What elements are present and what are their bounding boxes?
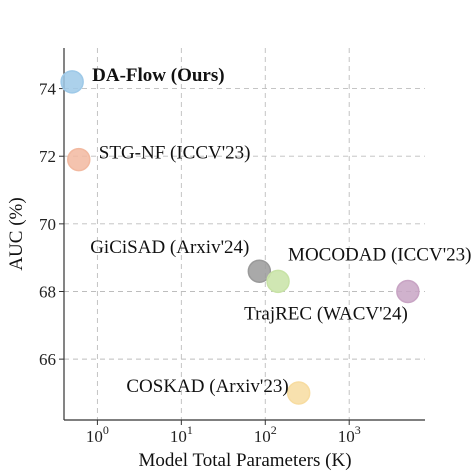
point-label: TrajREC (WACV'24) — [244, 303, 408, 324]
x-tick-label: 101 — [170, 423, 193, 446]
x-tick-label: 103 — [338, 423, 361, 446]
ticks: 66 68 70 72 74 100 101 102 103 — [39, 80, 361, 446]
axes — [63, 48, 425, 421]
point-labels: DA-Flow (Ours) STG-NF (ICCV'23) GiCiSAD (A… — [90, 65, 471, 397]
data-point — [60, 70, 84, 94]
y-tick-label: 66 — [39, 350, 56, 369]
point-label: GiCiSAD (Arxiv'24) — [90, 237, 249, 258]
point-label: STG-NF (ICCV'23) — [99, 143, 251, 164]
y-tick-label: 70 — [39, 215, 56, 234]
x-axis-label: Model Total Parameters (K) — [138, 450, 351, 471]
point-label: MOCODAD (ICCV'23) — [288, 244, 471, 265]
x-tick-label: 100 — [86, 423, 109, 446]
points — [60, 70, 420, 405]
y-tick-label: 68 — [39, 282, 56, 301]
y-tick-label: 72 — [39, 147, 56, 166]
y-axis-label: AUC (%) — [6, 197, 27, 270]
grid — [64, 48, 425, 420]
point-label: DA-Flow (Ours) — [92, 65, 224, 86]
point-label: COSKAD (Arxiv'23) — [126, 376, 288, 397]
data-point — [396, 279, 420, 304]
data-point — [266, 269, 290, 294]
x-tick-label: 102 — [254, 423, 277, 446]
y-tick-label: 74 — [39, 80, 57, 99]
data-point — [247, 259, 272, 283]
data-point — [67, 147, 91, 172]
data-point — [286, 381, 311, 405]
